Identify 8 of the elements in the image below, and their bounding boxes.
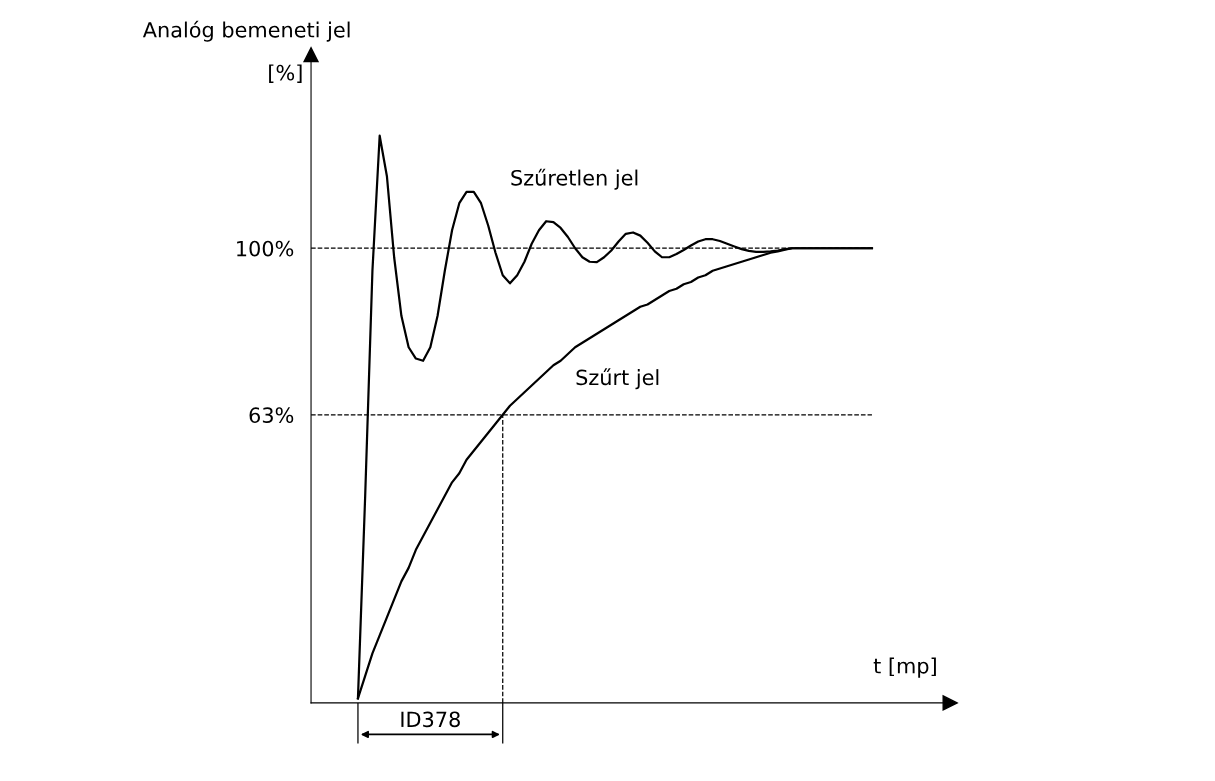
y-axis-title: Analóg bemeneti jel: [142, 20, 350, 42]
series-label: Szűrt jel: [576, 368, 659, 390]
y-tick-label: 63%: [249, 407, 294, 424]
text: [%]: [269, 64, 302, 83]
x-axis-title: t [mp]: [873, 657, 936, 678]
text: ID378: [401, 711, 460, 728]
y-tick-label: 100%: [237, 240, 294, 257]
series-label: Szűretlen jel: [511, 168, 638, 190]
